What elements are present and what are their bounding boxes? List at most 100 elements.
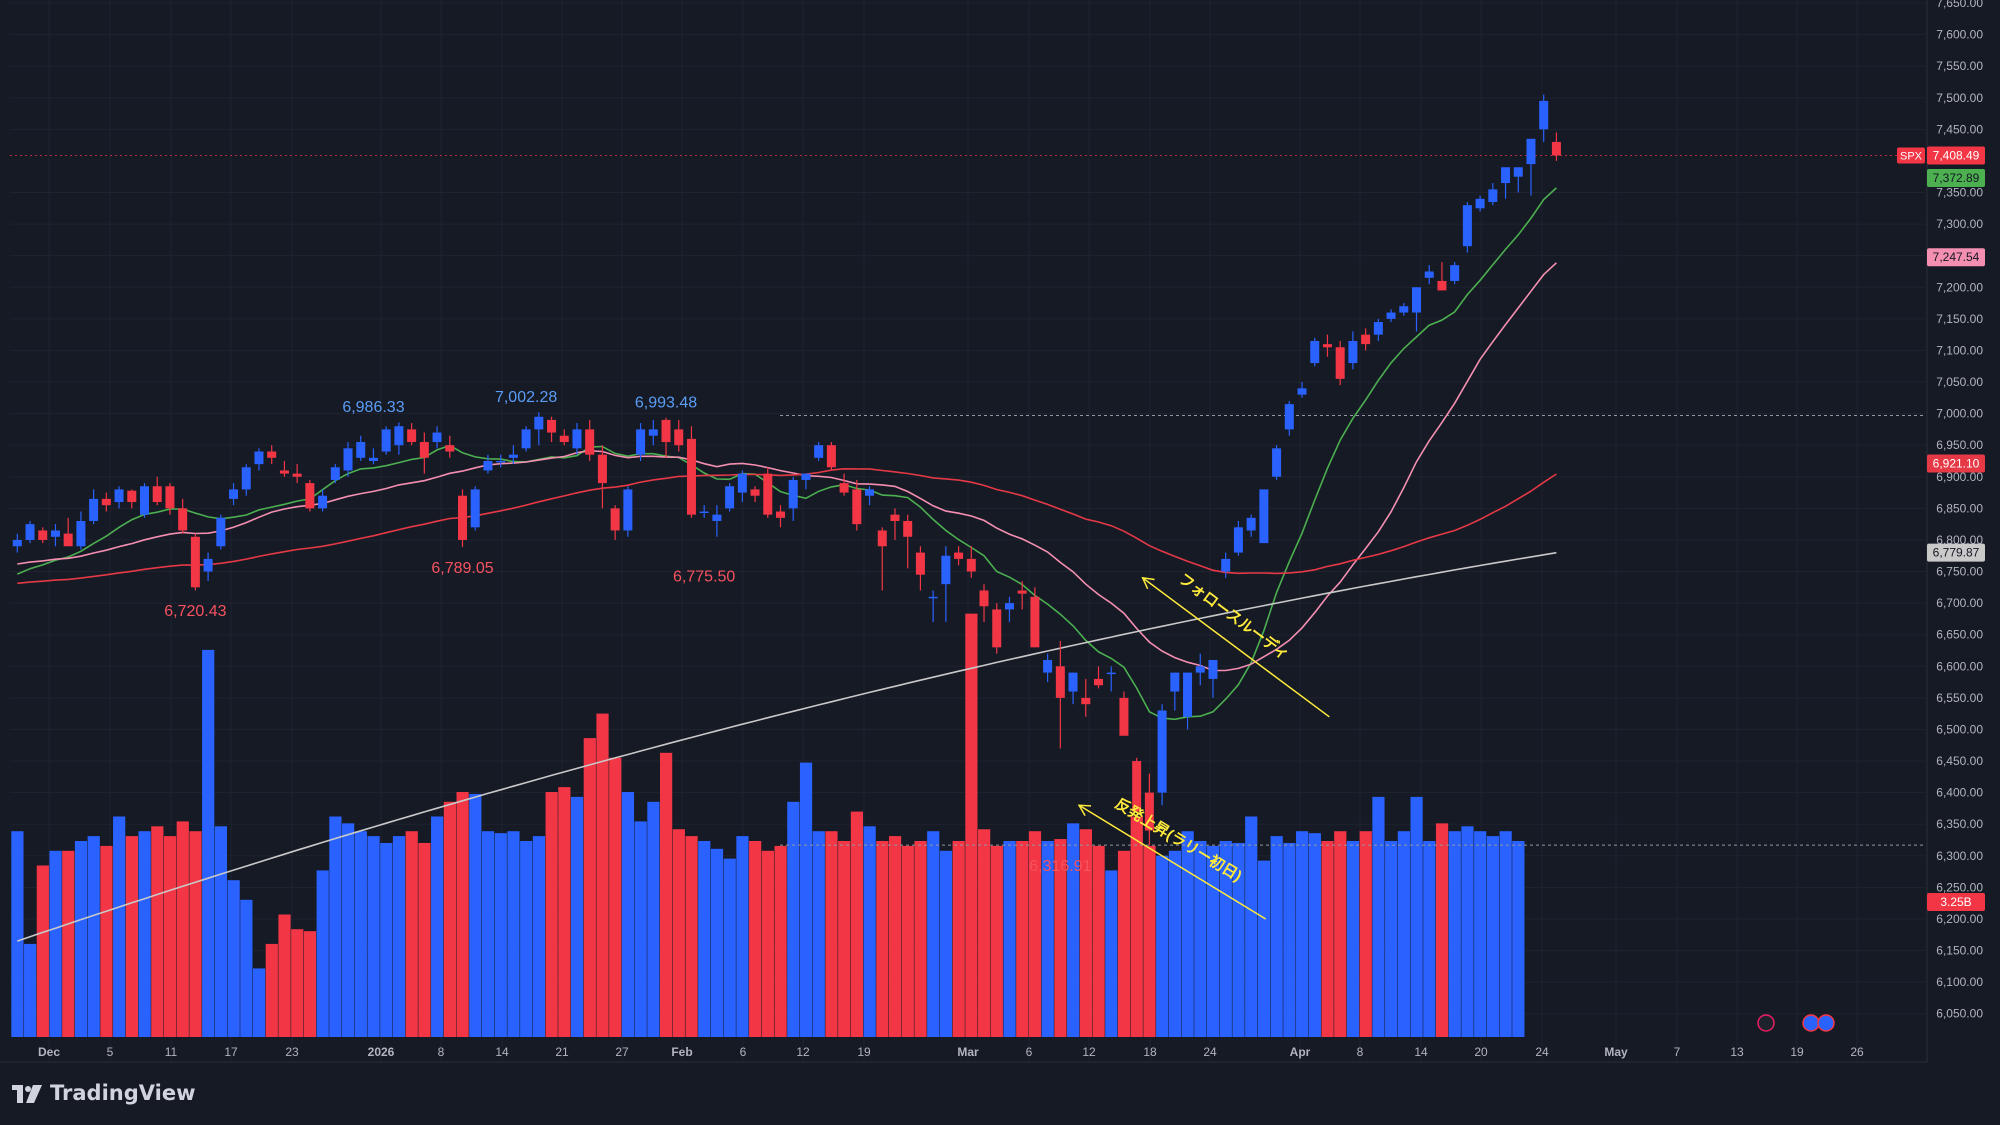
- candle: [1513, 167, 1523, 193]
- time-axis[interactable]: Dec 5 11 17 23 2026 8 14 21 27 Feb 6 12 19 Mar 6 12 18 24 A…: [38, 1045, 1864, 1059]
- brand-logo[interactable]: TradingView: [12, 1081, 195, 1105]
- volume-bar: [634, 821, 647, 1037]
- price-badge: 7,372.89: [1927, 169, 1985, 188]
- volume-bar: [1181, 831, 1194, 1037]
- volume-bar: [100, 845, 113, 1037]
- price-tick-label: 6,550.00: [1936, 691, 1983, 705]
- price-tick-label: 6,300.00: [1936, 849, 1983, 863]
- price-tick-label: 7,350.00: [1936, 186, 1983, 200]
- candle-body: [1488, 189, 1498, 202]
- candle-body: [1170, 672, 1180, 692]
- candlestick-chart[interactable]: 6,986.33 7,002.28 6,993.48 6,720.43 6,789.05…: [0, 0, 2000, 1067]
- volume-bar: [1397, 831, 1410, 1037]
- candle-body: [1539, 100, 1549, 130]
- candle: [1017, 581, 1027, 610]
- candle-body: [979, 590, 989, 607]
- volume-bar: [1130, 816, 1143, 1037]
- candle: [101, 492, 111, 512]
- flag-event-icon: [1802, 1014, 1820, 1032]
- time-tick-label: 23: [285, 1045, 299, 1059]
- candle: [610, 505, 620, 540]
- candle: [521, 426, 531, 452]
- candle-body: [737, 473, 747, 493]
- volume-bar: [939, 850, 953, 1037]
- candle: [419, 432, 429, 474]
- candle-body: [1424, 271, 1434, 278]
- candle: [229, 483, 239, 506]
- candle: [1335, 340, 1345, 386]
- volume-bar: [49, 850, 62, 1037]
- candle-body: [165, 486, 175, 509]
- time-tick-label: 17: [224, 1045, 238, 1059]
- candle: [1030, 587, 1040, 648]
- candle-body: [1513, 167, 1523, 177]
- candle-body: [1322, 344, 1332, 348]
- candle: [76, 511, 86, 550]
- price-tick-label: 6,800.00: [1936, 533, 1983, 547]
- extreme-label: 6,993.48: [635, 395, 697, 412]
- candle: [1183, 672, 1193, 730]
- price-axis[interactable]: 7,650.00 7,600.00 7,550.00 7,500.00 7,450.00…: [1936, 0, 1983, 1021]
- candle: [1501, 167, 1511, 199]
- candle-body: [1068, 672, 1078, 692]
- candle-body: [839, 483, 849, 493]
- footer-bar: TradingView: [0, 1067, 2000, 1125]
- time-tick-label: 27: [615, 1045, 629, 1059]
- candle-body: [1386, 312, 1396, 319]
- price-tick-label: 7,150.00: [1936, 312, 1983, 326]
- candle: [445, 435, 455, 458]
- candle-body: [1475, 198, 1485, 209]
- candle-body: [101, 498, 111, 506]
- candle: [776, 505, 785, 528]
- candle-body: [1106, 672, 1116, 675]
- candle: [1259, 489, 1269, 544]
- candle: [203, 552, 213, 582]
- candle-body: [1310, 340, 1320, 364]
- candle-body: [1412, 287, 1421, 313]
- candle: [865, 486, 875, 506]
- volume-bar: [138, 831, 151, 1037]
- candle-body: [1208, 659, 1218, 679]
- volume-bar: [965, 613, 978, 1037]
- price-tick-label: 6,600.00: [1936, 659, 1983, 673]
- volume-bar: [507, 831, 520, 1037]
- price-tick-label: 7,000.00: [1936, 407, 1983, 421]
- candle-body: [279, 470, 289, 474]
- price-badge-bg: [1927, 454, 1985, 473]
- candle-body: [1348, 340, 1358, 364]
- candle-body: [877, 530, 887, 547]
- candle-body: [1119, 697, 1129, 736]
- candle: [585, 419, 595, 461]
- volume-bar: [367, 836, 380, 1037]
- candle-body: [1437, 280, 1447, 291]
- candle: [1361, 328, 1371, 351]
- reference-lines: [10, 155, 1925, 846]
- price-badge-bg: [1927, 146, 1985, 165]
- volume-bar: [660, 752, 673, 1037]
- price-tick-label: 7,650.00: [1936, 0, 1983, 10]
- price-badge-bg: [1927, 893, 1985, 911]
- candle: [305, 479, 315, 512]
- candle-body: [534, 416, 544, 430]
- volume-bar: [1359, 831, 1372, 1037]
- candle: [623, 486, 633, 537]
- volume-bar: [227, 880, 240, 1037]
- volume-bar: [1028, 831, 1042, 1037]
- annotation-arrow-head: [1077, 804, 1092, 817]
- volume-bar: [1385, 841, 1398, 1037]
- candle: [877, 527, 887, 591]
- candle-body: [407, 429, 417, 443]
- price-badge-symbol: SPX: [1900, 151, 1923, 163]
- volume-bar: [1423, 841, 1436, 1037]
- candle-body: [496, 460, 506, 463]
- candle-body: [699, 511, 709, 514]
- candle-body: [152, 486, 162, 503]
- candle: [801, 473, 811, 490]
- candle-body: [1462, 205, 1472, 247]
- candle-body: [585, 429, 595, 455]
- ma-mid-line: [17, 262, 1557, 672]
- candle-body: [178, 508, 188, 531]
- volume-bar: [1156, 855, 1169, 1037]
- candle-body: [1373, 322, 1383, 335]
